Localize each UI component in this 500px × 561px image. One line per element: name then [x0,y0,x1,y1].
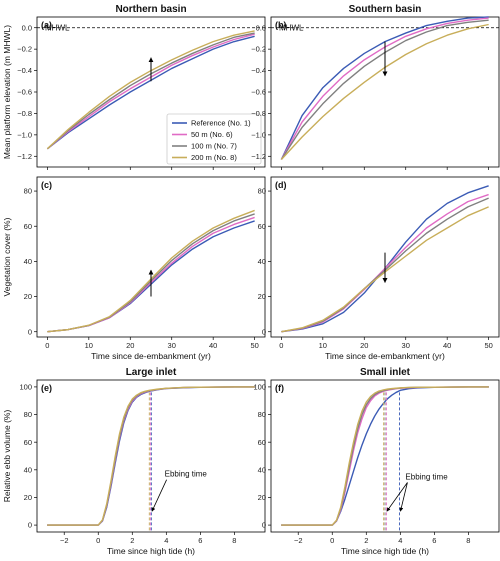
y-tick-label: −1.0 [17,130,32,139]
x-axis-label: Time since de-embankment (yr) [91,351,211,361]
x-tick-label: 0 [96,536,100,545]
y-axis-label: Relative ebb volume (%) [2,410,12,503]
y-tick-label: 80 [24,187,32,196]
y-tick-label: −1.0 [251,130,266,139]
y-tick-label: −0.6 [17,88,32,97]
y-axis-label: Mean platform elevation (m MHWL) [2,25,12,159]
x-tick-label: −2 [60,536,69,545]
x-tick-label: 10 [85,341,93,350]
x-tick-label: 8 [466,536,470,545]
x-tick-label: 2 [364,536,368,545]
y-tick-label: −0.4 [251,66,266,75]
ebbing-time-arrow [152,480,167,512]
y-axis-label: Vegetation cover (%) [2,217,12,296]
x-tick-label: 30 [168,341,176,350]
y-tick-label: 20 [258,493,266,502]
x-axis-label: Time since high tide (h) [341,546,429,556]
legend-label-m200: 200 m (No. 8) [191,153,237,162]
panel-label: (d) [275,180,287,190]
x-tick-label: 6 [432,536,436,545]
x-tick-label: 4 [398,536,402,545]
legend-label-reference: Reference (No. 1) [191,119,251,128]
ebbing-time-label: Ebbing time [405,472,448,481]
x-tick-label: 2 [130,536,134,545]
column-title-small-inlet: Small inlet [360,367,411,378]
panel-label: (f) [275,383,284,393]
y-tick-label: 40 [24,465,32,474]
x-tick-label: 0 [330,536,334,545]
x-tick-label: 4 [164,536,168,545]
legend-label-m100: 100 m (No. 7) [191,142,237,151]
y-tick-label: −0.8 [17,109,32,118]
plot-frame [271,17,499,167]
mhwl-label: MHWL [45,24,70,33]
y-tick-label: 40 [24,257,32,266]
y-tick-label: 0.0 [22,23,32,32]
y-tick-label: −1.2 [17,152,32,161]
y-tick-label: −1.2 [251,152,266,161]
x-axis-label: Time since de-embankment (yr) [325,351,445,361]
panel-d: 0 10 20 30 40 50 0 20 40 60 80 Time since de-embank… [258,177,499,361]
y-tick-label: 80 [258,410,266,419]
x-tick-label: 0 [45,341,49,350]
y-tick-label: 20 [24,292,32,301]
y-tick-label: 0.0 [256,23,266,32]
x-tick-label: 40 [443,341,451,350]
x-tick-label: 8 [232,536,236,545]
legend-label-m50: 50 m (No. 6) [191,130,233,139]
x-tick-label: 50 [484,341,492,350]
x-tick-label: 6 [198,536,202,545]
y-tick-label: 80 [258,187,266,196]
panel-label: (e) [41,383,52,393]
y-tick-label: −0.4 [17,66,32,75]
x-tick-label: 30 [402,341,410,350]
ebbing-time-label: Ebbing time [165,470,208,479]
panel-b: −1.2 −1.0 −0.8 −0.6 −0.4 −0.2 0.0 (b)MHWL [251,17,499,170]
column-title-southern-basin: Southern basin [349,4,422,15]
x-axis-label: Time since high tide (h) [107,546,195,556]
y-tick-label: 20 [24,493,32,502]
y-tick-label: 0 [28,327,32,336]
y-tick-label: 60 [258,438,266,447]
column-title-large-inlet: Large inlet [126,367,177,378]
x-tick-label: 10 [319,341,327,350]
y-tick-label: 80 [24,410,32,419]
x-tick-label: 50 [250,341,258,350]
x-tick-label: −2 [294,536,303,545]
y-tick-label: 60 [24,222,32,231]
y-tick-label: 60 [258,222,266,231]
y-tick-label: −0.2 [251,45,266,54]
x-tick-label: 20 [126,341,134,350]
series-line-m50 [281,18,488,159]
column-title-northern-basin: Northern basin [115,4,186,15]
y-tick-label: 40 [258,465,266,474]
y-tick-label: 100 [253,383,266,392]
plot-frame [37,177,265,337]
y-tick-label: 20 [258,292,266,301]
y-tick-label: 0 [28,521,32,530]
x-tick-label: 0 [279,341,283,350]
y-tick-label: 0 [262,521,266,530]
panel-label: (c) [41,180,52,190]
y-tick-label: 40 [258,257,266,266]
legend: Reference (No. 1) 50 m (No. 6) 100 m (No. … [167,114,261,164]
y-tick-label: −0.8 [251,109,266,118]
y-tick-label: −0.6 [251,88,266,97]
y-tick-label: 60 [24,438,32,447]
panel-c: 0 10 20 30 40 50 0 20 40 60 80 Time since de-embank… [2,177,265,361]
x-tick-label: 20 [360,341,368,350]
panel-a: −1.2 −1.0 −0.8 −0.6 −0.4 −0.2 0.0 Mean platform… [2,17,265,170]
x-tick-label: 40 [209,341,217,350]
mhwl-label: MHWL [279,24,304,33]
y-tick-label: −0.2 [17,45,32,54]
panels: −1.2 −1.0 −0.8 −0.6 −0.4 −0.2 0.0 Mean platform… [2,17,499,556]
series-line-reference [281,17,488,160]
y-tick-label: 0 [262,327,266,336]
y-tick-label: 100 [19,383,32,392]
